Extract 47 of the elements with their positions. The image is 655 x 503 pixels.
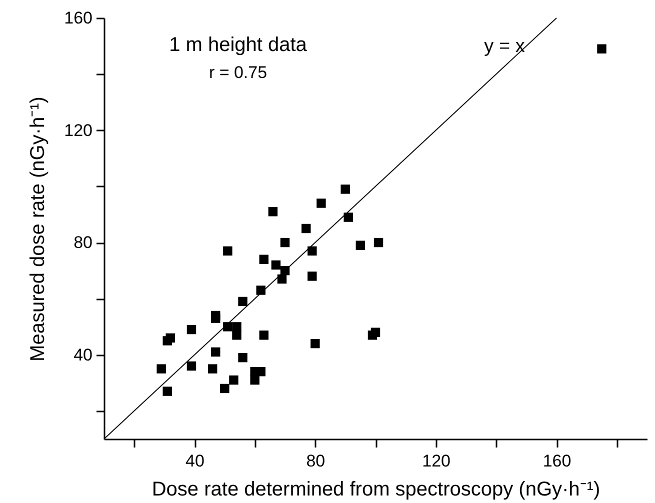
- point: [220, 384, 230, 394]
- x-axis-title: Dose rate determined from spectroscopy (nGy·h⁻¹): [152, 478, 600, 500]
- point: [211, 314, 220, 323]
- y-tick-label: 120: [64, 120, 92, 140]
- x-tick-label: 40: [186, 452, 204, 470]
- point: [256, 286, 266, 295]
- point: [186, 361, 196, 371]
- point: [223, 246, 232, 256]
- point: [238, 296, 248, 306]
- point: [370, 328, 380, 337]
- point: [156, 364, 166, 374]
- point: [302, 224, 311, 234]
- point: [308, 246, 317, 256]
- point: [316, 198, 326, 208]
- point: [259, 330, 268, 340]
- point: [238, 352, 248, 362]
- point: [310, 338, 320, 348]
- annotation: r = 0.75: [208, 63, 268, 82]
- point: [344, 212, 353, 222]
- point: [280, 238, 290, 248]
- x-tick-label: 120: [422, 452, 451, 470]
- point: [268, 207, 278, 216]
- point: [259, 254, 268, 264]
- x-tick-label: 160: [542, 452, 572, 470]
- y-tick-label: 160: [64, 8, 92, 28]
- point: [256, 367, 266, 376]
- point: [186, 324, 196, 334]
- y-tick-label: 80: [74, 233, 92, 252]
- point: [271, 260, 281, 270]
- point: [211, 347, 220, 357]
- point: [356, 240, 366, 250]
- point: [250, 375, 260, 385]
- point: [229, 375, 238, 385]
- y-axis-title: Measured dose rate (nGy·h⁻¹): [27, 96, 50, 362]
- point: [374, 238, 384, 248]
- point: [166, 333, 175, 343]
- point: [232, 330, 242, 340]
- annotation: 1 m height data: [169, 34, 308, 56]
- point: [597, 44, 606, 54]
- point: [277, 274, 287, 284]
- series-label: y = x: [484, 36, 526, 57]
- x-tick-label: 80: [306, 452, 326, 470]
- point: [162, 386, 172, 396]
- point: [340, 184, 350, 194]
- point: [308, 272, 317, 281]
- point: [208, 364, 218, 374]
- y-tick-label: 40: [74, 345, 92, 364]
